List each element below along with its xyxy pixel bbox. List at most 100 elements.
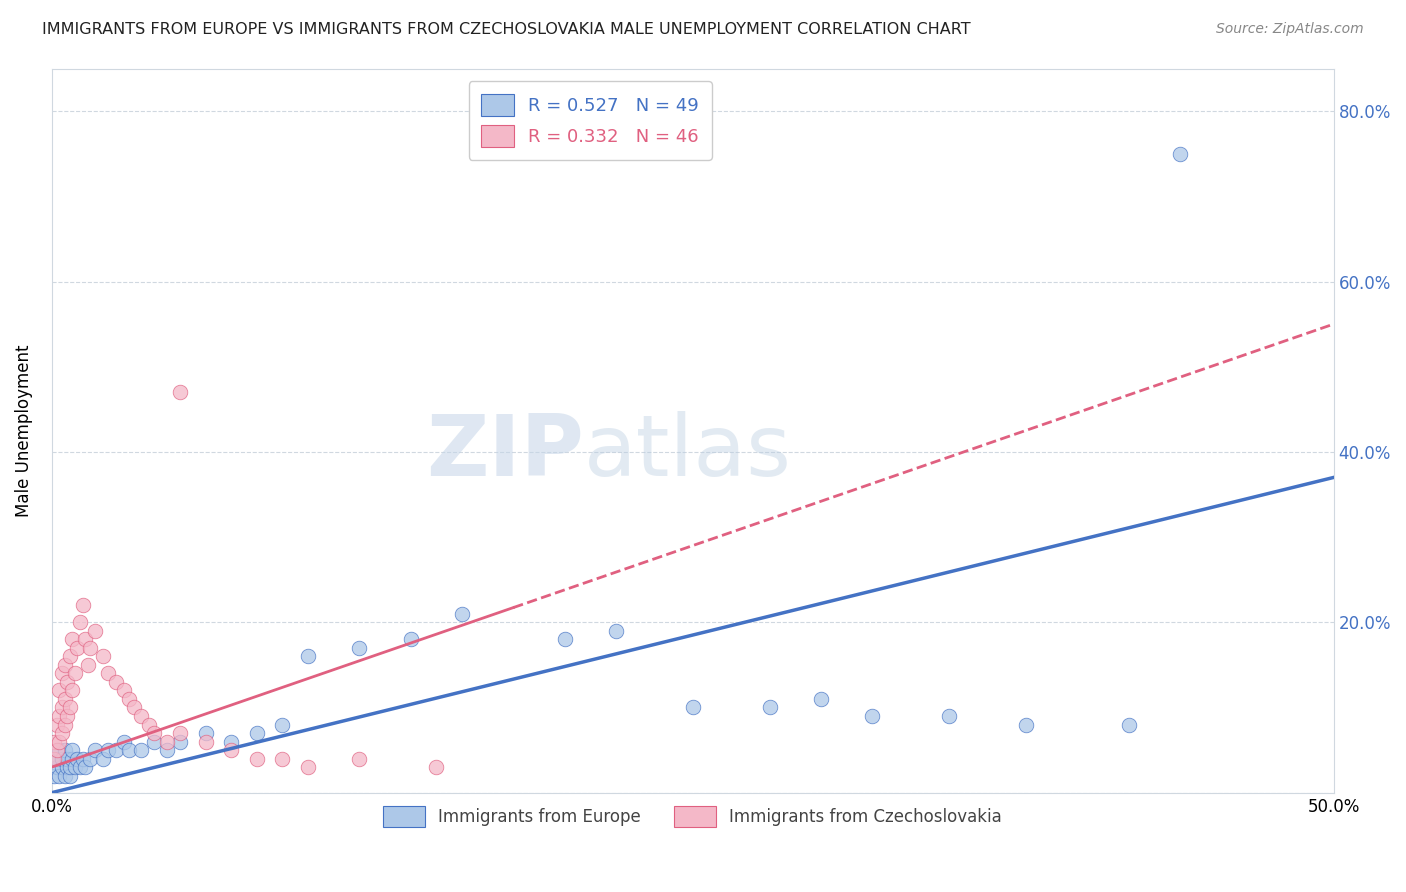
- Point: [143, 726, 166, 740]
- Point: [399, 632, 422, 647]
- Point: [56, 709, 79, 723]
- Point: [66, 751, 89, 765]
- Point: [51, 760, 73, 774]
- Point: [75, 760, 97, 774]
- Y-axis label: Male Unemployment: Male Unemployment: [15, 344, 32, 516]
- Point: [53, 692, 76, 706]
- Point: [51, 726, 73, 740]
- Point: [118, 692, 141, 706]
- Point: [810, 692, 832, 706]
- Point: [75, 632, 97, 647]
- Point: [297, 760, 319, 774]
- Point: [59, 649, 82, 664]
- Point: [63, 760, 86, 774]
- Point: [69, 615, 91, 630]
- Text: atlas: atlas: [583, 411, 792, 494]
- Point: [112, 734, 135, 748]
- Point: [758, 700, 780, 714]
- Point: [112, 683, 135, 698]
- Point: [51, 700, 73, 714]
- Point: [48, 683, 70, 698]
- Point: [84, 624, 107, 638]
- Point: [79, 640, 101, 655]
- Point: [66, 640, 89, 655]
- Point: [72, 599, 94, 613]
- Point: [53, 769, 76, 783]
- Point: [53, 717, 76, 731]
- Point: [44, 751, 66, 765]
- Text: Source: ZipAtlas.com: Source: ZipAtlas.com: [1216, 22, 1364, 37]
- Text: ZIP: ZIP: [426, 411, 583, 494]
- Point: [1168, 146, 1191, 161]
- Point: [59, 700, 82, 714]
- Point: [48, 734, 70, 748]
- Point: [271, 717, 294, 731]
- Point: [349, 640, 371, 655]
- Point: [194, 726, 217, 740]
- Point: [45, 760, 67, 774]
- Legend: Immigrants from Europe, Immigrants from Czechoslovakia: Immigrants from Europe, Immigrants from …: [375, 798, 1011, 835]
- Point: [60, 751, 83, 765]
- Point: [860, 709, 883, 723]
- Point: [60, 632, 83, 647]
- Point: [156, 734, 179, 748]
- Point: [349, 751, 371, 765]
- Point: [97, 666, 120, 681]
- Point: [60, 743, 83, 757]
- Point: [156, 743, 179, 757]
- Point: [48, 743, 70, 757]
- Point: [45, 743, 67, 757]
- Point: [45, 751, 67, 765]
- Point: [938, 709, 960, 723]
- Point: [53, 657, 76, 672]
- Point: [84, 743, 107, 757]
- Point: [79, 751, 101, 765]
- Point: [44, 769, 66, 783]
- Point: [425, 760, 447, 774]
- Point: [76, 657, 98, 672]
- Point: [605, 624, 627, 638]
- Point: [169, 734, 191, 748]
- Point: [91, 751, 114, 765]
- Point: [45, 717, 67, 731]
- Point: [1015, 717, 1038, 731]
- Point: [143, 734, 166, 748]
- Point: [1118, 717, 1140, 731]
- Point: [63, 666, 86, 681]
- Point: [131, 709, 153, 723]
- Point: [59, 760, 82, 774]
- Point: [48, 769, 70, 783]
- Point: [104, 743, 127, 757]
- Point: [91, 649, 114, 664]
- Point: [56, 674, 79, 689]
- Point: [72, 751, 94, 765]
- Point: [246, 751, 269, 765]
- Point: [69, 760, 91, 774]
- Point: [138, 717, 160, 731]
- Point: [59, 769, 82, 783]
- Point: [51, 751, 73, 765]
- Point: [56, 751, 79, 765]
- Point: [51, 666, 73, 681]
- Point: [53, 743, 76, 757]
- Point: [271, 751, 294, 765]
- Point: [104, 674, 127, 689]
- Point: [60, 683, 83, 698]
- Point: [169, 726, 191, 740]
- Point: [297, 649, 319, 664]
- Point: [169, 385, 191, 400]
- Point: [553, 632, 575, 647]
- Point: [122, 700, 145, 714]
- Point: [97, 743, 120, 757]
- Point: [118, 743, 141, 757]
- Point: [44, 734, 66, 748]
- Point: [48, 709, 70, 723]
- Point: [451, 607, 474, 621]
- Point: [246, 726, 269, 740]
- Point: [219, 743, 242, 757]
- Point: [219, 734, 242, 748]
- Point: [56, 760, 79, 774]
- Point: [194, 734, 217, 748]
- Point: [682, 700, 704, 714]
- Point: [131, 743, 153, 757]
